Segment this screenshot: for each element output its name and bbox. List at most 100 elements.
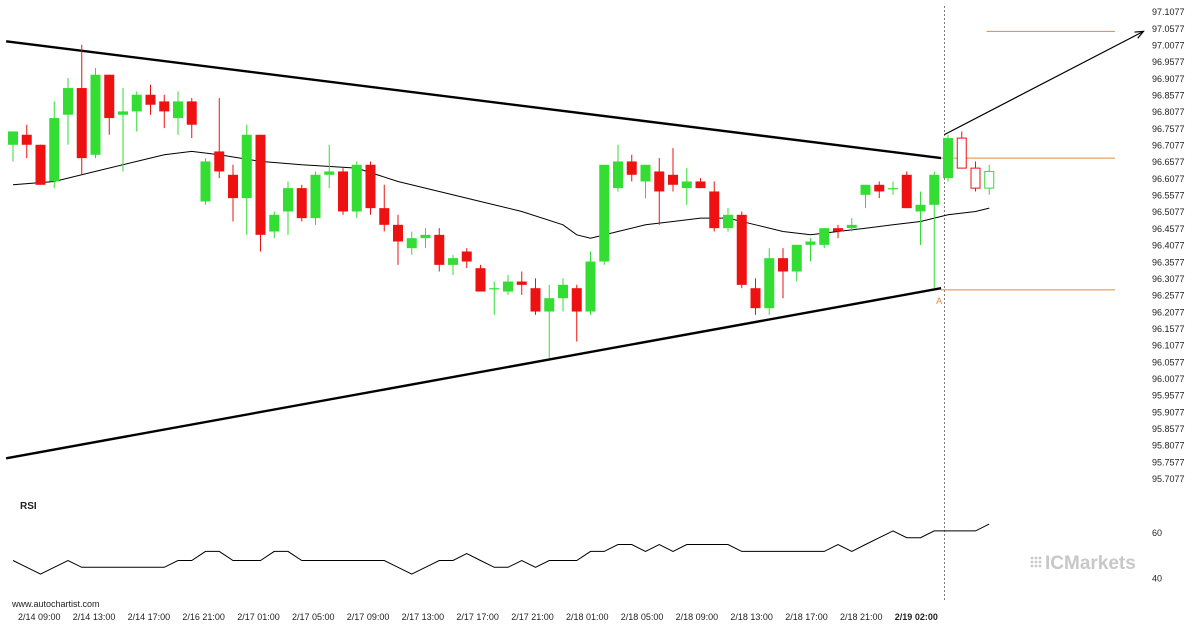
x-tick-label: 2/14 17:00 [128, 612, 171, 622]
candle-body [778, 258, 788, 272]
candle [338, 168, 348, 215]
candle [296, 184, 307, 222]
x-tick-label: 2/18 09:00 [676, 612, 719, 622]
candle-body [63, 88, 73, 115]
candle [145, 84, 156, 115]
x-tick-label: 2/17 05:00 [292, 612, 335, 622]
candle-body [228, 174, 238, 199]
candle [723, 208, 733, 232]
candle [63, 78, 73, 145]
y-tick-label: 96.7077 [1152, 141, 1185, 151]
candle [420, 228, 431, 249]
y-tick-label: 96.5077 [1152, 207, 1185, 217]
x-tick-label: 2/18 01:00 [566, 612, 609, 622]
candle [241, 124, 252, 235]
candle [915, 191, 926, 245]
price-axis: 97.1077 97.0577 97.0077 96.9577 96.9077 96.85… [1152, 7, 1185, 484]
candle [888, 181, 898, 195]
y-tick-label: 96.3077 [1152, 274, 1185, 284]
x-tick-label: 2/18 21:00 [840, 612, 883, 622]
candle-body [791, 244, 802, 272]
candle [970, 161, 981, 192]
candle-body [461, 251, 472, 262]
candle [626, 154, 637, 182]
candle [351, 161, 362, 219]
y-tick-label: 95.8077 [1152, 441, 1185, 451]
y-tick-label: 95.9577 [1152, 391, 1185, 401]
y-tick-label: 96.1077 [1152, 341, 1185, 351]
candle [200, 158, 211, 205]
candle-body [888, 188, 898, 190]
triangle-upper-line [5, 40, 942, 160]
candle [8, 131, 18, 162]
candle-body [118, 111, 128, 115]
brand-logo: ICMarkets [1030, 553, 1136, 574]
y-tick-label: 96.2077 [1152, 307, 1185, 317]
candle-body [8, 131, 18, 145]
candle-body [558, 284, 568, 299]
candle-body [200, 161, 211, 202]
y-tick-label: 96.2577 [1152, 291, 1185, 301]
candle [503, 274, 513, 295]
candle-body [241, 134, 252, 199]
y-tick-label: 97.0577 [1152, 24, 1185, 34]
candle-body [723, 214, 733, 229]
candle [186, 98, 197, 139]
candle-body [379, 208, 390, 225]
rsi-line [12, 523, 990, 575]
candle [434, 228, 445, 272]
candle [21, 124, 32, 159]
candle [654, 158, 665, 225]
candle-body [805, 241, 816, 245]
candle-body [131, 94, 142, 112]
rsi-tick-label: 60 [1152, 528, 1162, 538]
candle [544, 284, 555, 359]
candle [214, 98, 225, 179]
candle-body [145, 94, 156, 105]
candle-body [640, 164, 651, 182]
y-tick-label: 96.9577 [1152, 57, 1185, 67]
x-tick-label: 2/18 17:00 [785, 612, 828, 622]
candle [379, 184, 390, 232]
candle [901, 171, 912, 209]
x-tick-label: 2/16 21:00 [182, 612, 225, 622]
candle [571, 284, 582, 342]
x-tick-label: 2/14 13:00 [73, 612, 116, 622]
candle [681, 168, 692, 205]
candle [516, 271, 527, 295]
candle [599, 164, 610, 265]
point-a-label: A [936, 296, 942, 306]
candle [283, 181, 293, 235]
candle [475, 264, 486, 292]
candle [76, 44, 87, 175]
source-label: www.autochartist.com [11, 599, 100, 609]
candle-body [186, 101, 197, 125]
candle-body [929, 174, 940, 205]
y-tick-label: 96.9077 [1152, 74, 1185, 84]
y-tick-label: 96.7577 [1152, 124, 1185, 134]
rsi-tick-label: 40 [1152, 574, 1162, 584]
candle [159, 94, 170, 129]
candle [35, 144, 46, 185]
candle-body [393, 224, 403, 242]
candle [846, 218, 857, 232]
candle-body [571, 288, 582, 312]
y-tick-label: 96.4077 [1152, 241, 1185, 251]
candle [461, 248, 472, 269]
y-tick-label: 96.8577 [1152, 90, 1185, 100]
candle [585, 251, 596, 315]
candle [874, 181, 885, 199]
candle-body [709, 191, 720, 229]
candle [104, 74, 115, 135]
candle-body [173, 101, 183, 119]
candle [365, 161, 376, 215]
x-tick-label: 2/17 21:00 [511, 612, 554, 622]
candle-body [434, 234, 445, 265]
x-tick-label: 2/17 09:00 [347, 612, 390, 622]
candle [640, 164, 651, 199]
candle [778, 248, 788, 299]
y-tick-label: 97.1077 [1152, 7, 1185, 17]
candle-body [915, 204, 926, 212]
candle-body [296, 188, 307, 219]
brand-text: ICMarkets [1045, 553, 1136, 574]
